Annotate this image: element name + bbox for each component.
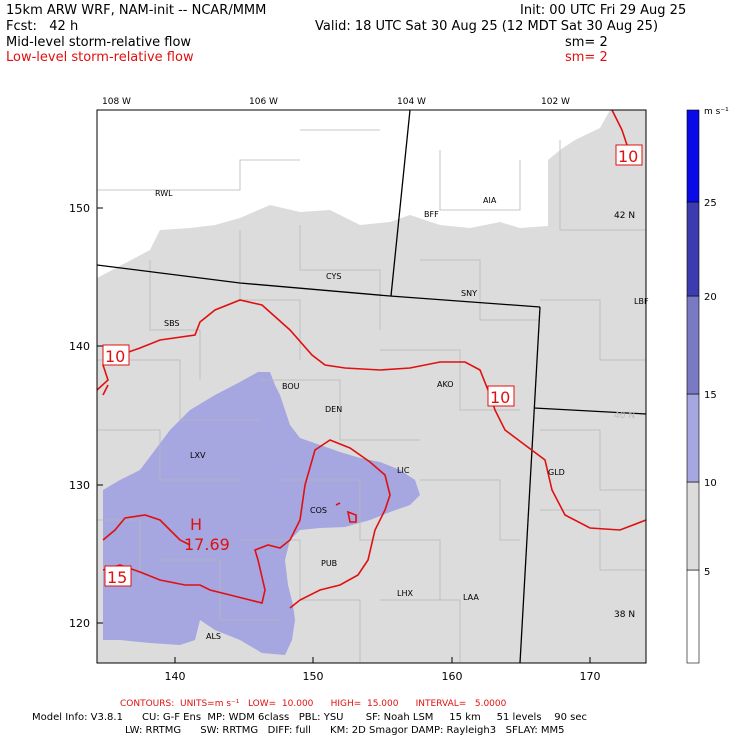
lat-label: 42 N [614, 211, 635, 221]
contour-15-west-loop [102, 514, 191, 546]
colorbar-bin [686, 109, 700, 203]
model-info-line-2: LW: RRTMG SW: RRTMG DIFF: full KM: 2D Sm… [125, 725, 565, 736]
colorbar-tick: 25 [704, 198, 717, 209]
colorbar-tick: 5 [704, 567, 710, 578]
colorbar-tick: 20 [704, 292, 717, 303]
mid-level-sm: sm= 2 [565, 35, 608, 50]
x-tick-label: 140 [165, 670, 186, 683]
contour-label: 15 [107, 568, 127, 587]
contour-label: 10 [105, 347, 125, 366]
contour-10-west [97, 299, 646, 531]
mid-level-label: Mid-level storm-relative flow [6, 35, 192, 50]
station-label: GLD [548, 468, 565, 477]
colorbar-bin [686, 295, 700, 395]
station-label: BFF [424, 210, 439, 219]
station-label: PUB [321, 559, 337, 568]
high-marker: H [190, 515, 202, 534]
x-tick-label: 160 [442, 670, 463, 683]
y-tick-label: 130 [69, 479, 90, 492]
contour-15 [102, 439, 391, 609]
model-info-line-1: Model Info: V3.8.1 CU: G-F Ens MP: WDM 6… [32, 712, 588, 723]
model-title: 15km ARW WRF, NAM-init -- NCAR/MMM [6, 3, 267, 18]
station-label: SNY [461, 289, 477, 298]
station-label: LAA [463, 593, 479, 602]
colorbar-bin [686, 569, 700, 664]
contours-info: CONTOURS: UNITS=m s⁻¹ LOW= 10.000 HIGH= … [120, 699, 507, 709]
y-tick-label: 140 [69, 340, 90, 353]
station-label: AKO [437, 380, 454, 389]
station-label: LBF [634, 297, 649, 306]
station-label: COS [310, 506, 327, 515]
lon-label: 106 W [249, 97, 278, 107]
station-label: AIA [483, 196, 497, 205]
x-tick-label: 150 [303, 670, 324, 683]
init-time: Init: 00 UTC Fri 29 Aug 25 [520, 3, 687, 18]
low-level-label: Low-level storm-relative flow [6, 50, 194, 65]
high-value: 17.69 [184, 535, 230, 554]
x-tick-label: 170 [580, 670, 601, 683]
colorbar-unit: m s⁻¹ [704, 107, 729, 117]
lon-label: 102 W [541, 97, 570, 107]
colorbar: m s⁻¹ 5 10 15 20 25 [686, 107, 729, 664]
contour-label: 10 [490, 388, 510, 407]
lat-label: 38 N [614, 610, 635, 620]
contour-label: 10 [618, 147, 638, 166]
station-label: DEN [325, 405, 342, 414]
colorbar-bin [686, 393, 700, 483]
lat-label: 40 N [614, 411, 635, 421]
station-label: LHX [397, 589, 413, 598]
y-tick-label: 150 [69, 202, 90, 215]
station-label: BOU [282, 382, 300, 391]
forecast-hour: Fcst: 42 h [6, 19, 79, 34]
colorbar-tick: 15 [704, 390, 717, 401]
lon-label: 108 W [102, 97, 131, 107]
station-label: RWL [155, 189, 173, 198]
contour-10-east [611, 110, 629, 149]
station-label: LXV [190, 451, 206, 460]
colorbar-bin [686, 201, 700, 297]
station-label: LIC [397, 466, 410, 475]
colorbar-bin [686, 481, 700, 571]
station-label: SBS [164, 319, 180, 328]
lon-label: 104 W [397, 97, 426, 107]
low-level-sm: sm= 2 [565, 50, 608, 65]
map-frame [96, 109, 647, 664]
colorbar-tick: 10 [704, 478, 717, 489]
y-tick-label: 120 [69, 617, 90, 630]
contour-10-inner [102, 384, 109, 396]
station-label: ALS [206, 632, 221, 641]
station-label: CYS [326, 272, 341, 281]
valid-time: Valid: 18 UTC Sat 30 Aug 25 (12 MDT Sat … [315, 19, 659, 34]
